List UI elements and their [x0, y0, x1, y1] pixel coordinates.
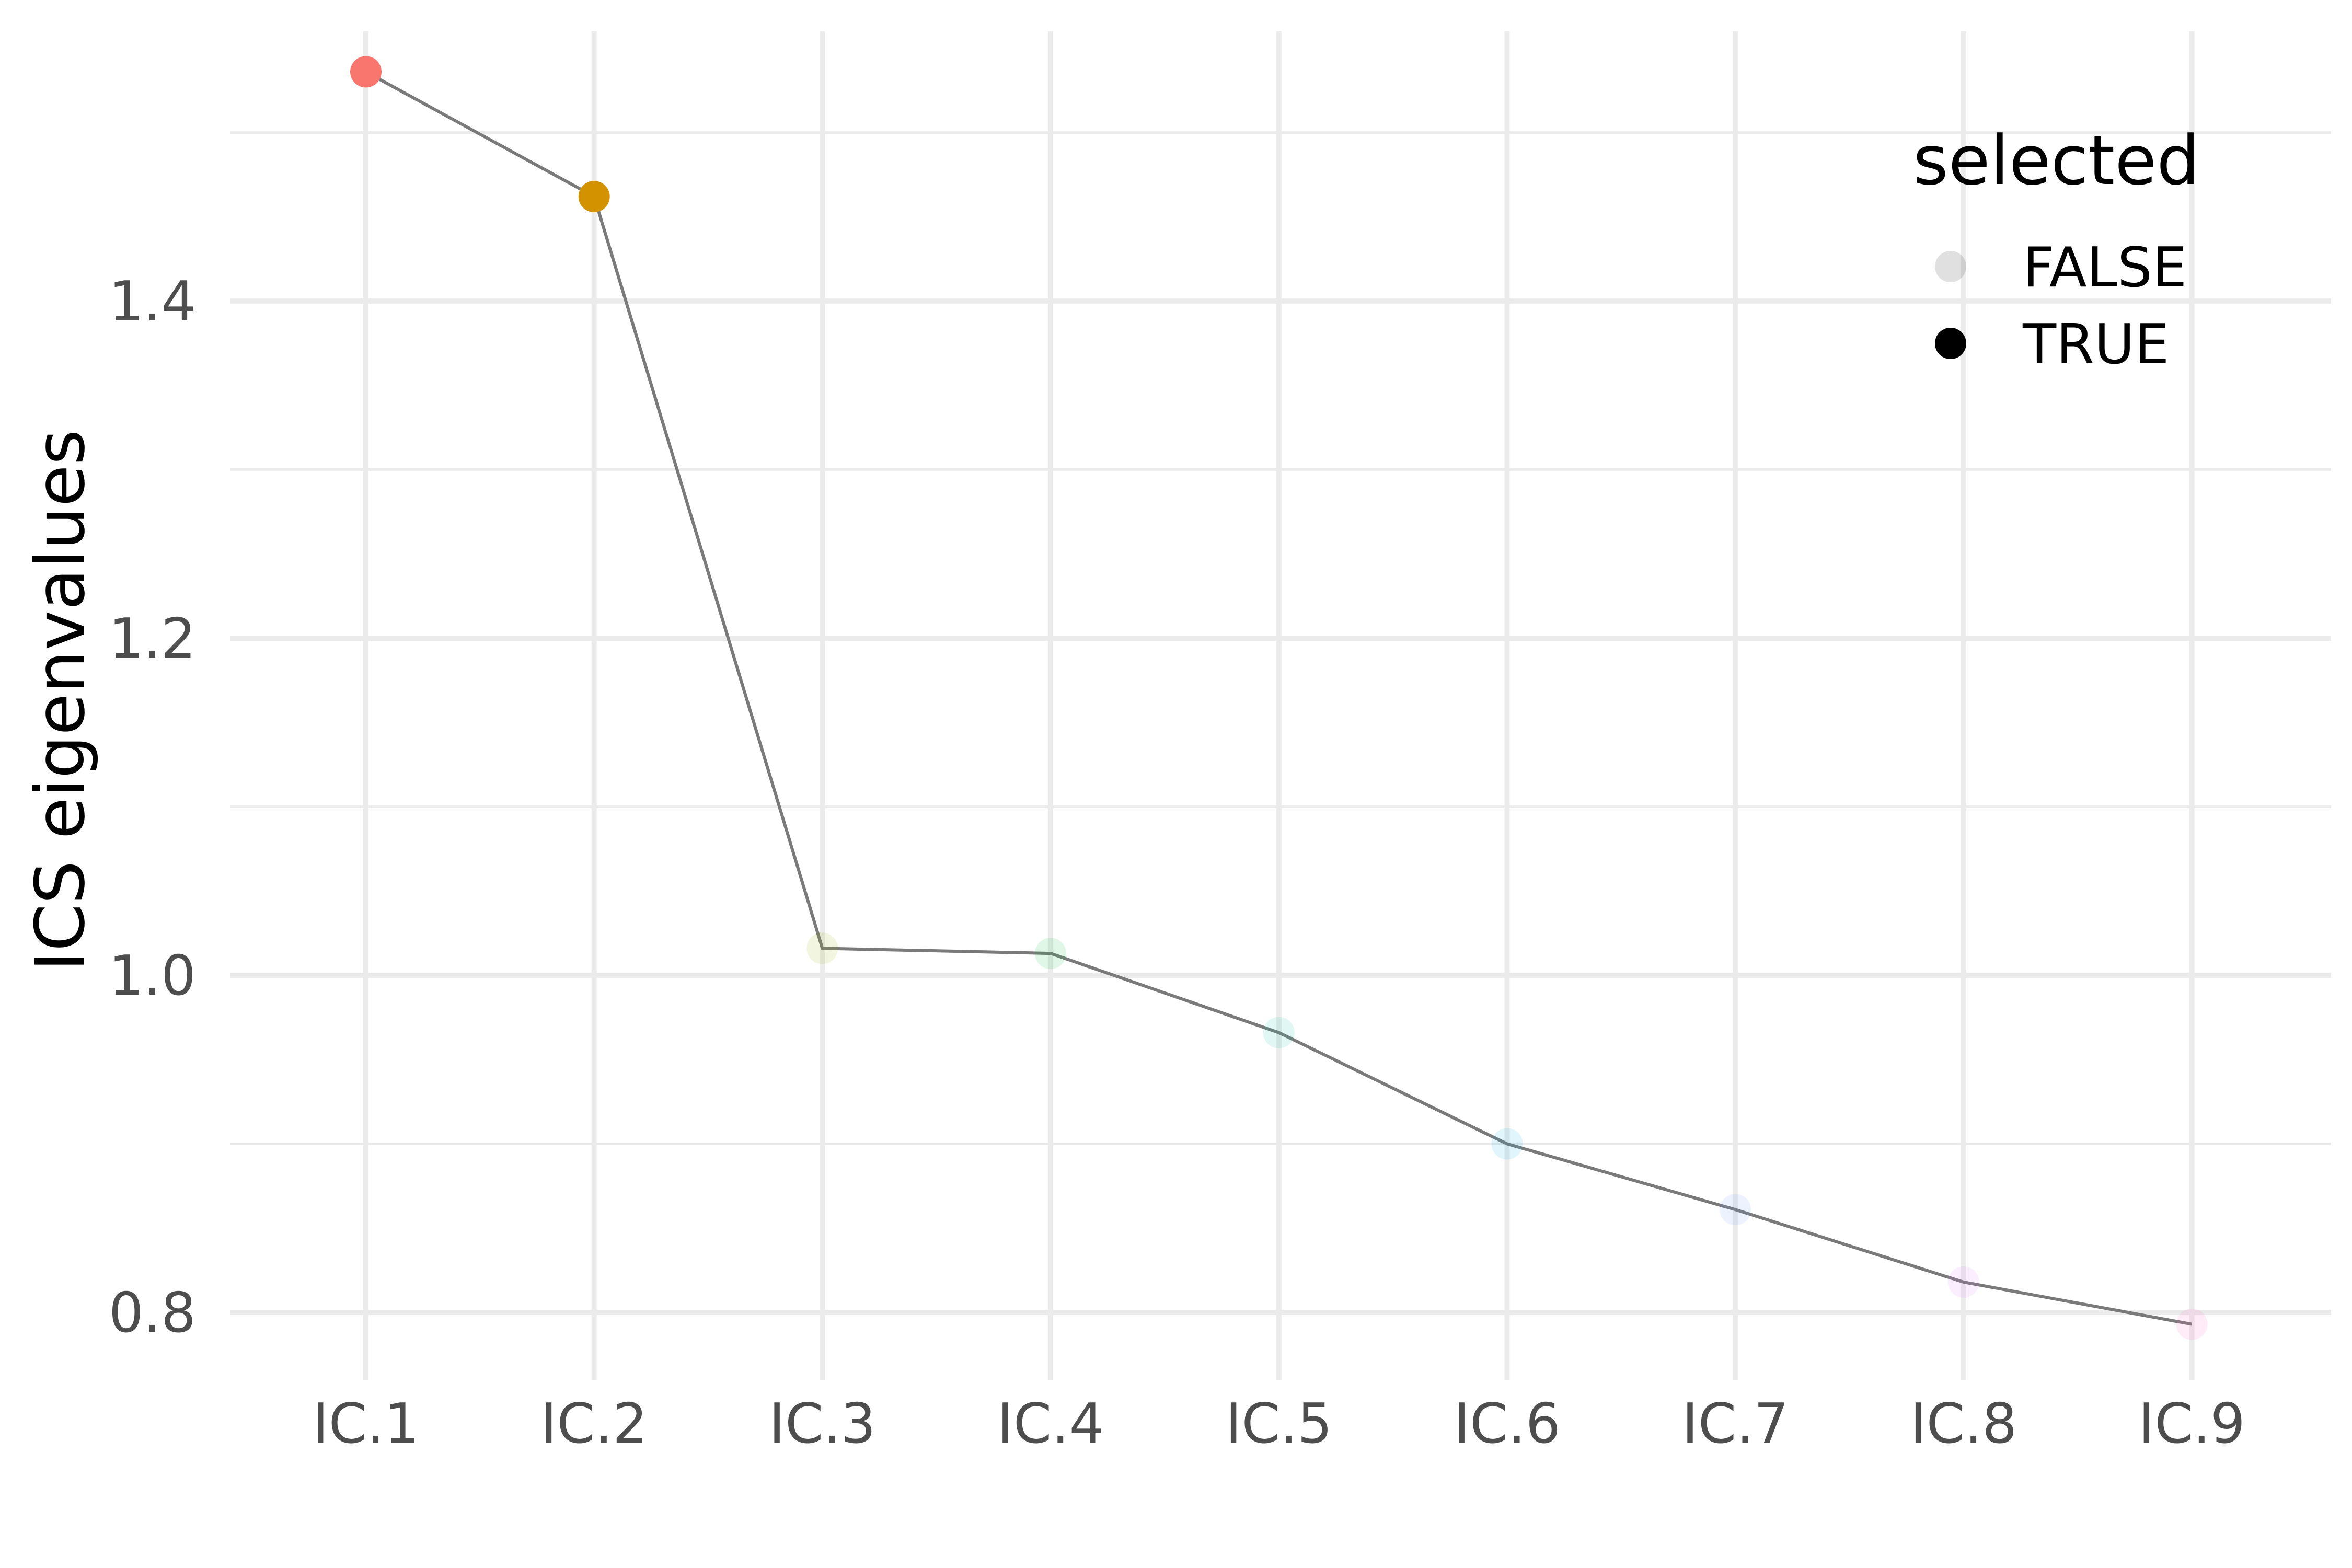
x-tick-label: IC.8: [1910, 1392, 2017, 1456]
x-tick-label: IC.3: [769, 1392, 875, 1456]
x-tick-labels: IC.1 IC.2 IC.3 IC.4 IC.5 IC.6 IC.7 IC.8 IC.9: [313, 1392, 2245, 1456]
x-tick-label: IC.2: [540, 1392, 647, 1456]
y-axis-title: ICS eigenvalues: [20, 430, 100, 972]
y-tick-label: 1.0: [109, 944, 196, 1008]
data-points: [350, 56, 2208, 1340]
data-point-ic-4: [1035, 938, 1067, 970]
data-point-ic-7: [1720, 1194, 1751, 1226]
data-point-ic-2: [578, 181, 610, 213]
data-point-ic-6: [1491, 1128, 1523, 1160]
legend-label-false: FALSE: [2023, 236, 2187, 299]
x-tick-label: IC.5: [1226, 1392, 1332, 1456]
legend-label-true: TRUE: [2022, 313, 2169, 376]
data-point-ic-9: [2176, 1308, 2208, 1340]
y-tick-label: 1.4: [109, 270, 196, 333]
x-tick-label: IC.9: [2138, 1392, 2245, 1456]
y-tick-label: 1.2: [109, 607, 196, 671]
data-point-ic-3: [806, 932, 838, 964]
legend-key-true: [1935, 328, 1966, 359]
x-tick-label: IC.1: [313, 1392, 419, 1456]
y-tick-labels: 0.8 1.0 1.2 1.4: [109, 270, 196, 1345]
major-grid: [230, 31, 2331, 1380]
series-line: [365, 70, 2193, 1326]
legend-title: selected: [1913, 121, 2200, 200]
x-tick-label: IC.7: [1682, 1392, 1789, 1456]
legend-key-false: [1935, 251, 1966, 282]
legend: selected FALSE TRUE: [1913, 121, 2200, 376]
x-tick-label: IC.6: [1454, 1392, 1560, 1456]
legend-entries: FALSE TRUE: [1935, 236, 2187, 376]
series-line-group: [365, 70, 2193, 1326]
data-point-ic-5: [1263, 1017, 1295, 1048]
data-point-ic-8: [1947, 1266, 1979, 1298]
x-tick-label: IC.4: [997, 1392, 1104, 1456]
y-tick-label: 0.8: [109, 1281, 196, 1345]
data-point-ic-1: [350, 56, 382, 88]
